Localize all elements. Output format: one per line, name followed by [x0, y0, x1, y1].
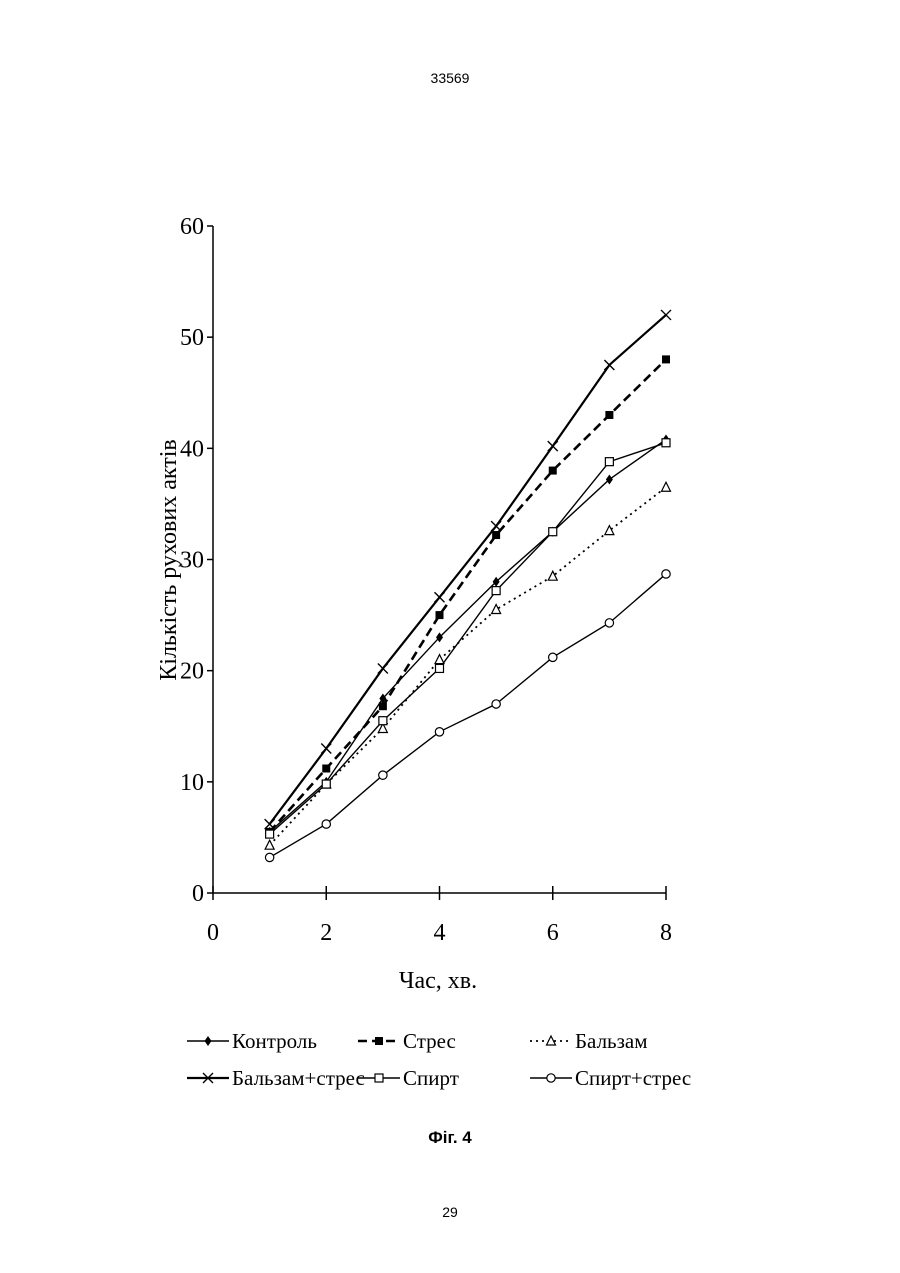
data-point [492, 587, 500, 595]
data-point [605, 458, 613, 466]
data-point [605, 411, 613, 419]
legend-label: Спирт+стрес [575, 1066, 691, 1090]
data-point [547, 1074, 555, 1082]
data-point [322, 764, 330, 772]
chart-legend: Контроль Стрес Бальзам Бальзам+стрес Спирт Сп… [187, 1029, 691, 1090]
data-point [436, 611, 444, 619]
data-point [378, 663, 388, 673]
data-point [662, 439, 670, 447]
y-tick-label: 10 [180, 770, 204, 796]
y-tick-label: 60 [180, 214, 204, 240]
data-point [379, 771, 387, 779]
legend-item: Спирт+стрес [530, 1066, 691, 1090]
series-line [270, 574, 666, 857]
data-point [321, 743, 331, 753]
x-tick-label: 0 [207, 920, 219, 946]
y-axis-title: Кількість рухових актів [156, 439, 182, 680]
line-chart: 0 10 20 30 40 50 60 0 2 4 6 8 Час, хв. Кількість ру… [0, 0, 900, 1273]
data-point [492, 700, 500, 708]
data-point [492, 531, 500, 539]
legend-label: Контроль [232, 1029, 317, 1053]
data-point [375, 1074, 383, 1082]
data-point [205, 1036, 212, 1046]
y-tick-label: 50 [180, 325, 204, 351]
series-line [270, 359, 666, 831]
legend-item: Бальзам+стрес [187, 1066, 365, 1090]
x-tick-label: 8 [660, 920, 672, 946]
data-point [549, 653, 557, 661]
y-tick-label: 0 [192, 881, 204, 907]
x-tick-label: 4 [434, 920, 446, 946]
data-point [265, 840, 274, 849]
data-point [266, 830, 274, 838]
y-tick-label: 30 [180, 548, 204, 574]
x-tick-label: 6 [547, 920, 559, 946]
series-line [270, 487, 666, 845]
page-number: 29 [0, 1204, 900, 1220]
data-point [379, 717, 387, 725]
data-point [549, 467, 557, 475]
data-point [549, 528, 557, 536]
data-point [379, 702, 387, 710]
series-square-filled [266, 355, 670, 835]
data-point [436, 664, 444, 672]
data-point [375, 1037, 383, 1045]
data-point [548, 441, 558, 451]
data-point [605, 619, 613, 627]
data-point [435, 728, 443, 736]
legend-item: Контроль [187, 1029, 317, 1053]
data-point [322, 780, 330, 788]
data-point [435, 592, 445, 602]
y-tick-label: 20 [180, 659, 204, 685]
data-point [661, 310, 671, 320]
data-point [662, 570, 670, 578]
y-tick-label: 40 [180, 436, 204, 462]
legend-label: Стрес [403, 1029, 456, 1053]
series-triangle-open [265, 482, 670, 849]
x-axis-title: Час, хв. [399, 968, 477, 994]
data-point [322, 820, 330, 828]
figure-caption: Фіг. 4 [0, 1128, 900, 1148]
chart-axes: 0 10 20 30 40 50 60 0 2 4 6 8 [180, 214, 672, 946]
data-point [265, 853, 273, 861]
legend-label: Бальзам+стрес [232, 1066, 365, 1090]
data-point [606, 474, 613, 484]
data-point [604, 360, 614, 370]
x-tick-label: 2 [320, 920, 332, 946]
legend-label: Спирт [403, 1066, 459, 1090]
series-cross [265, 310, 671, 829]
legend-item: Стрес [358, 1029, 456, 1053]
data-point [493, 577, 500, 587]
chart-series [265, 310, 671, 862]
series-line [270, 443, 666, 834]
data-point [662, 355, 670, 363]
data-point [491, 521, 501, 531]
data-point [605, 526, 614, 535]
legend-item: Спирт [358, 1066, 459, 1090]
data-point [492, 605, 501, 614]
data-point [662, 482, 671, 491]
legend-item: Бальзам [530, 1029, 648, 1053]
series-line [270, 315, 666, 824]
data-point [435, 655, 444, 664]
legend-label: Бальзам [575, 1029, 648, 1053]
series-circle-open [265, 570, 670, 862]
